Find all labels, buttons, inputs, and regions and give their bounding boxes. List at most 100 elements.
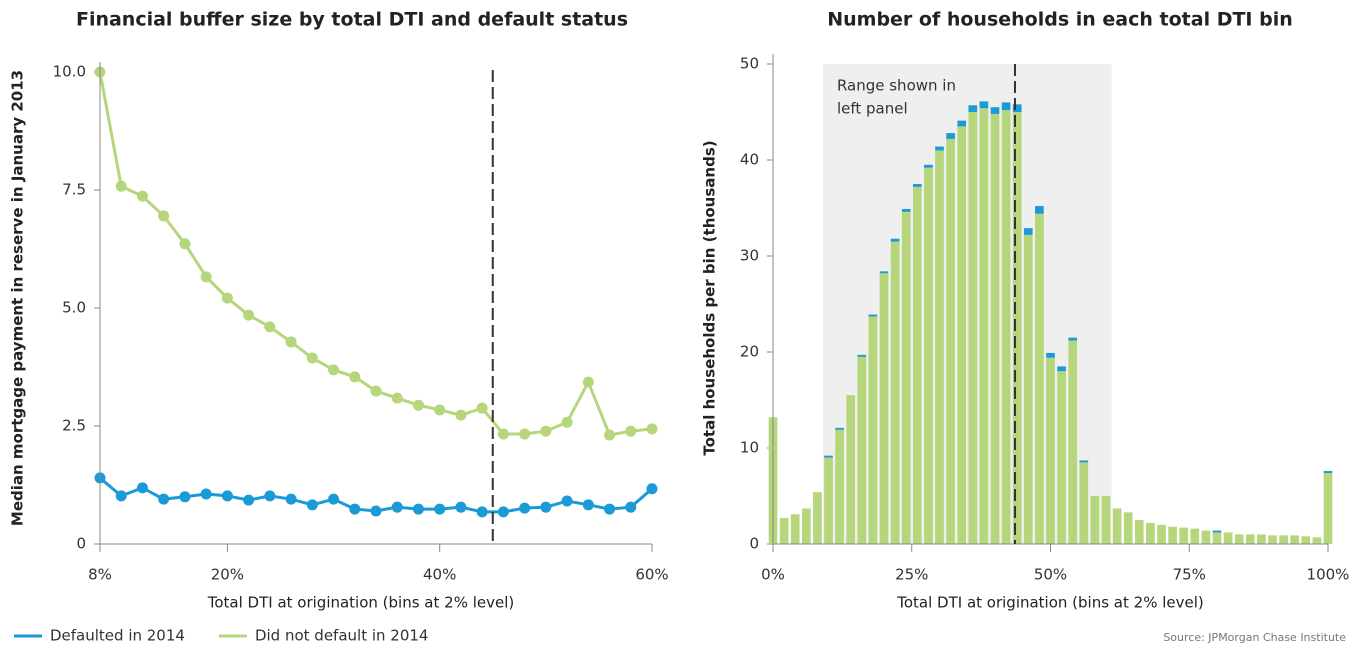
bar [968, 112, 978, 544]
point [476, 402, 488, 414]
bar [879, 271, 889, 274]
x-tick-label: 25% [895, 566, 928, 584]
point [349, 503, 361, 515]
y-tick-label: 0 [76, 535, 86, 553]
x-tick-label: 60% [635, 566, 668, 584]
point [221, 292, 233, 304]
point [200, 271, 212, 283]
panel: Financial buffer size by total DTI and d… [9, 9, 669, 645]
point [115, 180, 127, 192]
point [328, 364, 340, 376]
bar [1079, 462, 1089, 544]
bar [990, 107, 1000, 114]
x-axis-label: Total DTI at origination (bins at 2% lev… [896, 594, 1204, 612]
bar [1245, 534, 1255, 544]
annotation: Range shown in [837, 77, 956, 95]
bar [935, 150, 944, 544]
bar [1090, 496, 1100, 544]
x-tick-label: 20% [211, 566, 244, 584]
bar [1190, 528, 1200, 544]
x-axis-label: Total DTI at origination (bins at 2% lev… [207, 594, 515, 612]
point [370, 505, 382, 517]
bar [1001, 102, 1011, 111]
series-line [98, 71, 653, 437]
bar [946, 133, 955, 139]
bar [1046, 352, 1055, 358]
point [434, 404, 446, 416]
point [540, 425, 552, 437]
point [200, 488, 212, 500]
bar [1179, 527, 1189, 544]
point [519, 428, 531, 440]
bar [1057, 366, 1066, 372]
y-tick-label: 2.5 [62, 417, 86, 435]
y-tick-label: 50 [740, 55, 759, 73]
bar [1046, 357, 1055, 544]
bar [1012, 104, 1022, 112]
point [646, 483, 658, 495]
point [243, 309, 255, 321]
source: Source: JPMorgan Chase Institute [1163, 631, 1346, 644]
bar [979, 108, 989, 544]
point [604, 503, 616, 515]
bar [779, 518, 789, 544]
bar [868, 316, 878, 544]
bar [946, 138, 955, 544]
bar [890, 241, 900, 544]
bar [1001, 110, 1011, 544]
bar [1157, 524, 1166, 544]
bar [990, 113, 1000, 545]
x-tick-label: 0% [761, 566, 785, 584]
chart-title: Financial buffer size by total DTI and d… [76, 9, 628, 31]
y-axis-label: Median mortgage payment in reserve in Ja… [9, 70, 27, 526]
point [455, 409, 467, 421]
bar [1134, 520, 1144, 544]
point [391, 392, 403, 404]
bar [857, 354, 867, 357]
point [582, 499, 594, 511]
point [136, 190, 148, 202]
bar [868, 314, 878, 317]
point [179, 491, 191, 503]
y-tick-label: 20 [740, 343, 759, 361]
point [370, 385, 382, 397]
panel: Number of households in each total DTI b… [701, 9, 1350, 612]
bar [1023, 228, 1033, 235]
bar [924, 167, 933, 544]
bar [1057, 371, 1066, 544]
point [582, 376, 594, 388]
y-tick-label: 0 [749, 535, 759, 553]
bar [824, 455, 833, 458]
shaded-range [822, 64, 1112, 544]
bar [846, 395, 856, 544]
bar [1301, 536, 1311, 544]
point [476, 506, 488, 518]
point [179, 238, 191, 250]
bar [1257, 534, 1266, 544]
legend-label: Defaulted in 2014 [50, 627, 185, 645]
point [306, 352, 318, 364]
bar [1323, 472, 1333, 544]
x-tick-label: 8% [88, 566, 112, 584]
bar [1023, 234, 1033, 544]
point [349, 371, 361, 383]
point [306, 499, 318, 511]
bar [1223, 532, 1233, 544]
bar [835, 427, 844, 430]
y-tick-label: 10 [740, 439, 759, 457]
bar [1279, 535, 1288, 544]
bar [1201, 530, 1211, 544]
bar [1068, 337, 1078, 341]
point [561, 495, 573, 507]
bar [1068, 340, 1078, 544]
bar [968, 105, 978, 112]
point [115, 490, 127, 502]
bar [912, 186, 922, 544]
point [646, 423, 658, 435]
y-tick-label: 10.0 [53, 63, 86, 81]
bar [890, 238, 900, 242]
point [434, 503, 446, 515]
y-tick-label: 7.5 [62, 181, 86, 199]
x-tick-label: 75% [1173, 566, 1206, 584]
